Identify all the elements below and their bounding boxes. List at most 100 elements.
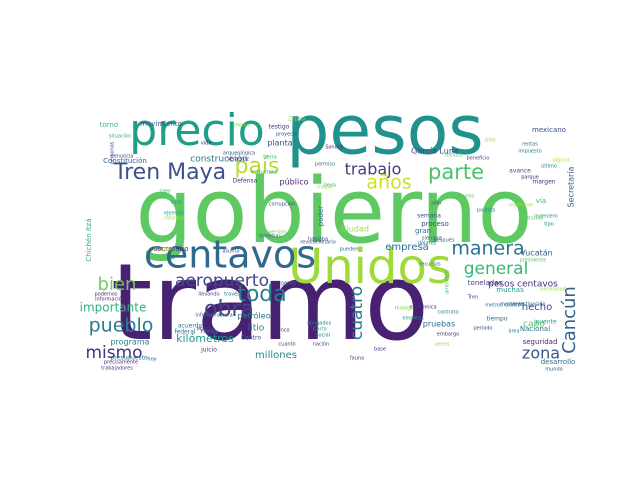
word-37: litio (248, 324, 265, 334)
word-108: inversión (264, 229, 287, 236)
word-73: rentas (522, 142, 538, 148)
word-137: Tren (467, 295, 479, 301)
word-96: económica (409, 304, 436, 311)
word-136: veces (435, 342, 450, 348)
word-43: secretario (154, 245, 189, 253)
word-92: cuanto (278, 342, 295, 348)
word-17: bien (98, 274, 137, 295)
word-114: cara (171, 200, 182, 206)
word-132: parque (521, 175, 539, 181)
word-78: abogados (307, 321, 332, 327)
word-104: política (477, 207, 495, 214)
word-88: trabajadores (101, 366, 133, 372)
word-123: lleva (324, 183, 336, 189)
word-125: metros cúbico (485, 302, 520, 309)
word-117: personas (110, 141, 116, 164)
word-112: reforma (164, 216, 184, 222)
word-119: través (224, 291, 240, 298)
word-130: embargo (437, 332, 459, 338)
word-28: hecho (522, 302, 552, 313)
word-1: gobierno (135, 159, 532, 264)
word-138: incluso (445, 153, 463, 159)
word-140: necesidad (540, 287, 565, 293)
word-143: punto (460, 194, 475, 200)
word-10: parte (428, 160, 484, 184)
word-66: avance (509, 168, 531, 175)
word-50: muchas (496, 286, 524, 294)
word-39: Ciudad (341, 225, 369, 234)
word-52: torno (100, 121, 119, 129)
word-75: proyecto (276, 132, 298, 138)
word-121: infraestructura (195, 313, 232, 319)
word-135: empleos (402, 316, 424, 322)
word-45: pruebas (423, 320, 456, 329)
word-41: García Luna (411, 147, 459, 156)
word-32: movimiento (140, 120, 182, 128)
word-3: Unidos (288, 239, 452, 295)
word-126: momento (500, 302, 524, 308)
word-40: proceso (421, 220, 449, 228)
word-133: último (541, 163, 557, 170)
word-144: Hidalgo (394, 306, 413, 312)
word-71: beneficio (467, 156, 490, 162)
word-60: acuerdo (178, 323, 203, 330)
word-81: Marcha (197, 327, 215, 333)
word-89: precisamente (104, 360, 138, 366)
word-131: área (508, 328, 519, 335)
word-62: cinco (276, 328, 289, 334)
word-111: gente (281, 281, 295, 287)
word-76: permiso (315, 162, 335, 168)
word-91: podemos (94, 292, 117, 298)
word-86: arqueológica (223, 150, 255, 157)
word-122: Premium (154, 247, 176, 253)
word-31: Secretaría (567, 166, 576, 207)
word-35: público (280, 178, 309, 187)
word-142: ambiente (445, 270, 451, 294)
word-6: Tren Maya (113, 160, 226, 185)
word-98: siempre (422, 236, 442, 242)
word-64: base (374, 347, 386, 353)
word-34: construcción (190, 154, 247, 165)
word-51: testigo (269, 124, 290, 131)
word-103: corrupción (269, 201, 296, 208)
word-7: país (234, 154, 279, 179)
word-53: gran (415, 227, 431, 235)
word-77: asunto (222, 249, 239, 255)
word-12: general (464, 259, 529, 279)
word-56: vía (536, 197, 546, 205)
word-49: toneladas (468, 279, 503, 287)
word-107: estructura (251, 170, 277, 176)
word-23: kilómetros (176, 332, 234, 345)
word-113: ejemplo (164, 211, 184, 217)
word-109: mientras (259, 234, 282, 240)
word-102: revolucionario (300, 240, 336, 246)
word-24: millones (255, 350, 297, 361)
word-46: seguridad (523, 338, 558, 346)
word-72: citro (484, 138, 495, 144)
word-94: fauna (350, 356, 364, 362)
word-30: cabo (523, 320, 545, 330)
word-70: Sonora (325, 145, 343, 151)
word-33: Constitución (103, 157, 147, 165)
word-63: social (316, 333, 330, 339)
word-65: margen (532, 179, 555, 186)
word-2: pesos (286, 92, 483, 171)
word-47: desarrollo (541, 358, 576, 366)
word-61: Centro (241, 335, 261, 342)
word-100: dólares (418, 240, 437, 247)
word-13: toda (237, 282, 287, 307)
word-87: hoy (147, 357, 156, 363)
word-79: Carta (313, 327, 327, 333)
word-105: ingeniero (534, 214, 557, 220)
word-44: presupuesto (110, 355, 148, 362)
word-101: pueden (340, 247, 359, 253)
word-21: zona (522, 344, 560, 363)
word-118: medio (234, 123, 250, 129)
word-84: vida (201, 141, 212, 147)
word-18: mismo (85, 343, 142, 363)
word-15: obra (204, 297, 254, 322)
word-85: tierra (263, 155, 277, 161)
word-120: llevando (198, 292, 219, 298)
